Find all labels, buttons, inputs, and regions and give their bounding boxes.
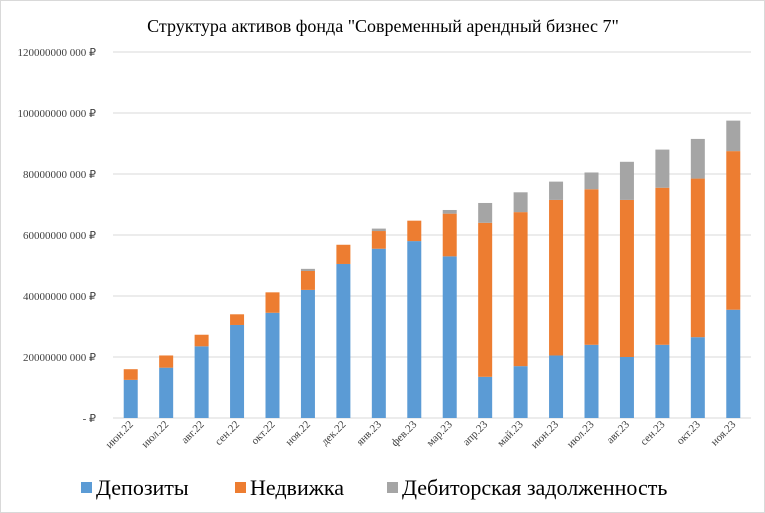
x-axis-ticks: июн.22 июл.22 авг.22 сен.22 окт.22 ноя.22 дек.… [103,418,738,451]
bar-segment-real-estate [619,199,634,357]
y-tick-label: 120000000 000 ₽ [18,47,97,59]
bar-segment-receivables [442,209,457,214]
bar-segment-real-estate [194,334,209,347]
x-tick-label: ноя.23 [709,418,739,448]
chart-title: Структура активов фонда "Современный аре… [147,16,619,36]
bar-segment-receivables [300,268,315,271]
bar-segment-real-estate [584,189,599,345]
bar-segment-real-estate [300,270,315,290]
legend-swatch [235,482,246,493]
bar-segment-real-estate [407,220,422,242]
legend-label: Депозиты [96,475,189,500]
legend-label: Дебиторская задолженность [402,475,667,500]
bar-segment-deposits [442,256,457,418]
x-tick-label: сен.22 [213,419,242,448]
x-tick-label: фев.23 [389,418,420,449]
x-tick-label: мар.23 [424,418,455,449]
y-axis-ticks: - ₽ 20000000 000 ₽ 40000000 000 ₽ 60000000 … [18,47,97,425]
x-tick-label: ноя.22 [283,419,313,449]
x-tick-label: сен.23 [638,418,668,448]
bar-segment-real-estate [123,369,138,380]
bar-segment-receivables [371,228,386,232]
bar-segment-deposits [407,241,422,418]
bar-segment-real-estate [159,355,174,368]
y-tick-label: 40000000 000 ₽ [23,291,96,303]
legend-label: Недвижка [250,475,344,500]
bar-segment-real-estate [478,222,493,377]
x-tick-label: авг.23 [604,418,632,446]
bar-segment-real-estate [230,314,245,325]
x-tick-label: май.23 [495,418,526,449]
x-tick-label: окт.22 [249,419,278,448]
bar-segment-deposits [265,312,280,418]
bar-segment-deposits [655,344,670,418]
bar-segment-deposits [300,289,315,418]
gridlines [113,51,751,419]
bar-segment-real-estate [655,187,670,345]
bar-segment-deposits [371,248,386,418]
legend-swatch [387,482,398,493]
bar-segment-receivables [549,181,564,200]
y-tick-label: 80000000 000 ₽ [23,169,96,181]
bar-segment-deposits [619,357,634,418]
bar-segment-deposits [194,346,209,418]
bar-segment-real-estate [513,212,528,367]
bar-segment-real-estate [265,292,280,313]
bar-segment-real-estate [336,244,351,264]
bar-segment-receivables [655,149,670,188]
bar-segment-deposits [478,376,493,418]
x-tick-label: июл.22 [139,419,171,451]
bar-segment-receivables [478,202,493,223]
legend: Депозиты Недвижка Дебиторская задолженност… [81,475,667,500]
x-tick-label: дек.22 [319,419,348,448]
bar-segment-receivables [726,120,741,152]
bar-segment-deposits [584,344,599,418]
bar-segment-deposits [159,367,174,418]
bar-segment-deposits [123,379,138,418]
bar-segment-receivables [584,172,599,190]
bar-segment-deposits [726,309,741,418]
bar-segment-deposits [230,324,245,418]
x-tick-label: апр.23 [461,418,491,448]
y-tick-label: 100000000 000 ₽ [18,108,97,120]
x-tick-label: янв.23 [354,418,384,448]
bar-segment-receivables [690,138,705,179]
legend-swatch [81,482,92,493]
bar-segment-deposits [336,263,351,418]
y-tick-label: 60000000 000 ₽ [23,230,96,242]
bar-segment-deposits [549,355,564,418]
y-tick-label: - ₽ [83,413,96,425]
bar-segment-deposits [513,366,528,418]
bars [123,120,741,418]
bar-segment-deposits [690,337,705,418]
x-tick-label: июн.22 [103,419,135,451]
y-tick-label: 20000000 000 ₽ [23,352,96,364]
bar-segment-real-estate [726,151,741,310]
bar-segment-receivables [619,161,634,200]
x-tick-label: авг.22 [179,419,207,447]
bar-segment-real-estate [549,199,564,356]
x-tick-label: июл.23 [565,418,597,450]
bar-segment-receivables [513,192,528,213]
x-tick-label: июн.23 [529,418,562,451]
bar-segment-real-estate [371,231,386,249]
x-tick-label: окт.23 [674,418,703,447]
bar-segment-real-estate [690,178,705,338]
bar-segment-real-estate [442,213,457,257]
